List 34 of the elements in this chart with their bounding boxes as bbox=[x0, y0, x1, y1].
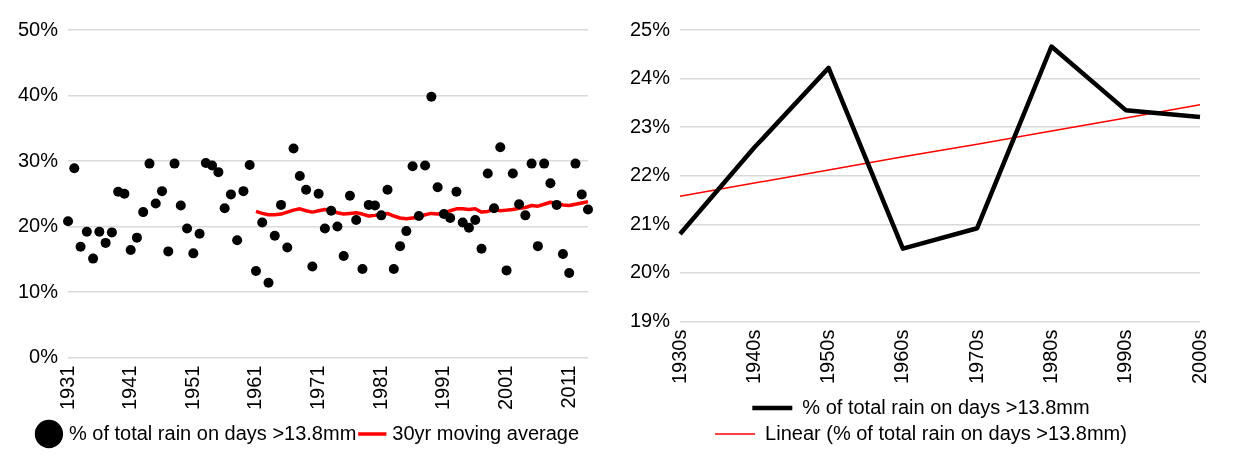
legend-label: % of total rain on days >13.8mm bbox=[68, 421, 357, 444]
x-tick-label: 1981 bbox=[368, 365, 391, 411]
x-tick-label: 1940s bbox=[741, 329, 764, 385]
y-tick-label: 24% bbox=[630, 66, 671, 89]
x-tick-label: 1950s bbox=[816, 329, 839, 385]
x-tick-label: 1951 bbox=[180, 365, 203, 411]
y-tick-label: 20% bbox=[630, 260, 671, 283]
y-tick-label: 21% bbox=[630, 211, 671, 234]
y-tick-label: 20% bbox=[18, 214, 59, 237]
x-tick-label: 1990s bbox=[1113, 329, 1136, 385]
x-tick-label: 2000s bbox=[1187, 329, 1210, 385]
y-tick-label: 30% bbox=[18, 148, 59, 171]
legend-label: % of total rain on days >13.8mm bbox=[802, 395, 1090, 418]
y-tick-label: 40% bbox=[18, 83, 59, 106]
x-tick-label: 1961 bbox=[243, 365, 266, 411]
legend-label: 30yr moving average bbox=[392, 421, 580, 444]
y-tick-label: 23% bbox=[630, 114, 671, 137]
y-tick-label: 22% bbox=[630, 163, 671, 186]
x-tick-label: 1930s bbox=[667, 329, 690, 385]
x-tick-label: 2011 bbox=[556, 365, 579, 409]
legend-label: Linear (% of total rain on days >13.8mm) bbox=[765, 421, 1127, 444]
x-tick-label: 1960s bbox=[890, 329, 913, 385]
x-tick-label: 1971 bbox=[306, 365, 329, 411]
x-tick-label: 1941 bbox=[118, 365, 141, 411]
y-tick-label: 50% bbox=[18, 17, 59, 40]
y-tick-label: 19% bbox=[630, 309, 671, 332]
x-tick-label: 1980s bbox=[1038, 329, 1061, 385]
x-tick-label: 1970s bbox=[964, 329, 987, 385]
y-tick-label: 0% bbox=[29, 345, 59, 368]
x-tick-label: 1931 bbox=[55, 365, 78, 411]
y-tick-label: 10% bbox=[18, 279, 59, 302]
y-tick-label: 25% bbox=[630, 17, 671, 40]
x-tick-label: 2001 bbox=[494, 365, 517, 411]
x-tick-label: 1991 bbox=[431, 365, 454, 411]
